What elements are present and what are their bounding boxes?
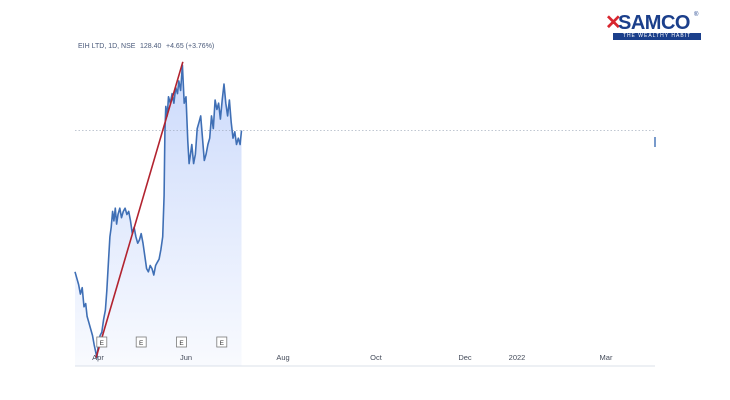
x-tick-label: Jun bbox=[180, 353, 192, 362]
trend-line bbox=[95, 61, 184, 358]
x-tick-label: Apr bbox=[92, 353, 104, 362]
samco-logo: ✕ SAMCO ® THE WEALTHY HABIT bbox=[605, 12, 701, 40]
ticker-label: EIH LTD, 1D, NSE bbox=[78, 43, 136, 50]
earnings-marker-box bbox=[176, 336, 187, 348]
earnings-marker-box bbox=[96, 336, 108, 348]
x-tick-label: Dec bbox=[458, 353, 472, 362]
logo-registered-mark: ® bbox=[694, 12, 699, 18]
x-tick-label: Oct bbox=[370, 353, 383, 362]
earnings-marker: E bbox=[135, 336, 147, 348]
earnings-marker-label: E bbox=[100, 340, 105, 347]
chart-header: EIH LTD, 1D, NSE 128.40 +4.65 (+3.76%) bbox=[78, 43, 214, 50]
earnings-marker-box bbox=[135, 336, 147, 348]
earnings-marker-box bbox=[216, 336, 228, 348]
logo-tagline: THE WEALTHY HABIT bbox=[613, 33, 701, 40]
logo-wordmark: SAMCO bbox=[618, 12, 690, 34]
price-area-fill bbox=[75, 65, 242, 366]
earnings-marker-label: E bbox=[220, 340, 225, 347]
earnings-marker: E bbox=[96, 336, 108, 348]
x-tick-label: Aug bbox=[276, 353, 289, 362]
earnings-marker: E bbox=[176, 336, 187, 348]
logo-mark-icon: ✕ bbox=[605, 12, 622, 34]
last-price-value: 128.40 bbox=[140, 43, 162, 50]
x-tick-label: 2022 bbox=[509, 353, 526, 362]
x-tick-label: Mar bbox=[600, 353, 613, 362]
price-change-value: +4.65 (+3.76%) bbox=[166, 43, 214, 50]
earnings-marker-label: E bbox=[179, 340, 184, 347]
price-line bbox=[74, 64, 243, 359]
earnings-marker: E bbox=[216, 336, 228, 348]
earnings-marker-label: E bbox=[139, 340, 144, 347]
